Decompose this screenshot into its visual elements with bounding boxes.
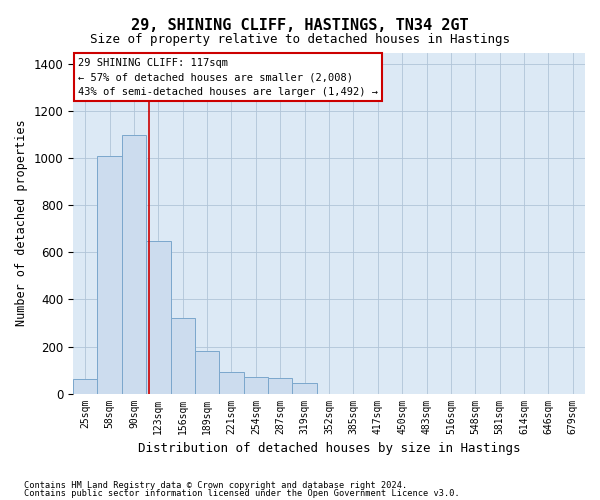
Bar <box>195 351 220 394</box>
Bar <box>122 135 146 394</box>
Text: Contains HM Land Registry data © Crown copyright and database right 2024.: Contains HM Land Registry data © Crown c… <box>24 480 407 490</box>
Bar <box>244 377 268 394</box>
X-axis label: Distribution of detached houses by size in Hastings: Distribution of detached houses by size … <box>138 442 520 455</box>
Bar <box>73 379 97 394</box>
Bar <box>220 372 244 394</box>
Bar <box>292 383 317 394</box>
Text: Contains public sector information licensed under the Open Government Licence v3: Contains public sector information licen… <box>24 489 460 498</box>
Text: 29 SHINING CLIFF: 117sqm
← 57% of detached houses are smaller (2,008)
43% of sem: 29 SHINING CLIFF: 117sqm ← 57% of detach… <box>78 58 378 97</box>
Bar <box>146 240 170 394</box>
Text: 29, SHINING CLIFF, HASTINGS, TN34 2GT: 29, SHINING CLIFF, HASTINGS, TN34 2GT <box>131 18 469 32</box>
Y-axis label: Number of detached properties: Number of detached properties <box>15 120 28 326</box>
Bar <box>268 378 292 394</box>
Bar <box>170 318 195 394</box>
Bar <box>97 156 122 394</box>
Text: Size of property relative to detached houses in Hastings: Size of property relative to detached ho… <box>90 32 510 46</box>
